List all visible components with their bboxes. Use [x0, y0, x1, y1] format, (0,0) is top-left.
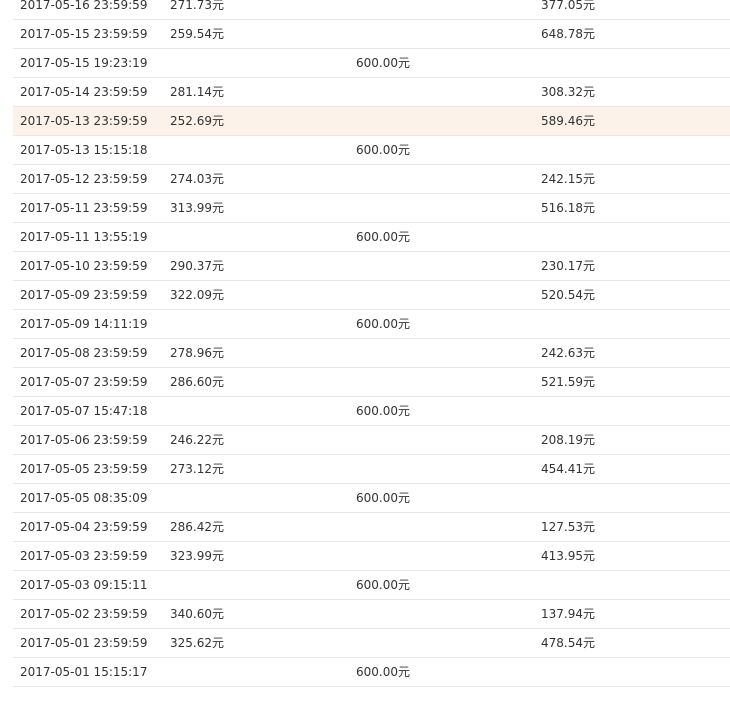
- amount-b-cell: 600.00元: [356, 143, 410, 157]
- amount-a-cell: 290.37元: [170, 259, 224, 273]
- table-row: 2017-05-15 23:59:59 259.54元 648.78元: [13, 20, 730, 49]
- time-cell: 2017-05-13 23:59:59: [20, 114, 148, 128]
- time-cell: 2017-05-15 19:23:19: [20, 56, 148, 70]
- time-cell: 2017-05-12 23:59:59: [20, 172, 148, 186]
- amount-a-cell: 322.09元: [170, 288, 224, 302]
- table-row: 2017-05-13 15:15:18 600.00元: [13, 136, 730, 165]
- amount-a-cell: 252.69元: [170, 114, 224, 128]
- time-cell: 2017-05-07 15:47:18: [20, 404, 148, 418]
- amount-c-cell: 516.18元: [541, 201, 595, 215]
- amount-a-cell: 281.14元: [170, 85, 224, 99]
- amount-c-cell: 308.32元: [541, 85, 595, 99]
- amount-c-cell: 478.54元: [541, 636, 595, 650]
- amount-b-cell: 600.00元: [356, 56, 410, 70]
- table-row: 2017-05-01 15:15:17 600.00元: [13, 658, 730, 687]
- time-cell: 2017-05-05 08:35:09: [20, 491, 148, 505]
- amount-a-cell: 259.54元: [170, 27, 224, 41]
- time-cell: 2017-05-15 23:59:59: [20, 27, 148, 41]
- table-row-hovered: 2017-05-13 23:59:59 252.69元 589.46元: [13, 107, 730, 136]
- time-cell: 2017-05-05 23:59:59: [20, 462, 148, 476]
- time-cell: 2017-05-01 23:59:59: [20, 636, 148, 650]
- amount-b-cell: 600.00元: [356, 665, 410, 679]
- time-cell: 2017-05-07 23:59:59: [20, 375, 148, 389]
- table-row: 2017-05-01 23:59:59 325.62元 478.54元: [13, 629, 730, 658]
- amount-a-cell: 274.03元: [170, 172, 224, 186]
- amount-c-cell: 520.54元: [541, 288, 595, 302]
- table-row: 2017-05-16 23:59:59 271.73元 377.05元: [13, 0, 730, 20]
- table-row: 2017-05-14 23:59:59 281.14元 308.32元: [13, 78, 730, 107]
- amount-c-cell: 208.19元: [541, 433, 595, 447]
- table-row: 2017-05-11 13:55:19 600.00元: [13, 223, 730, 252]
- amount-a-cell: 286.42元: [170, 520, 224, 534]
- amount-b-cell: 600.00元: [356, 317, 410, 331]
- amount-c-cell: 589.46元: [541, 114, 595, 128]
- amount-b-cell: 600.00元: [356, 230, 410, 244]
- amount-c-cell: 648.78元: [541, 27, 595, 41]
- table-row: 2017-05-10 23:59:59 290.37元 230.17元: [13, 252, 730, 281]
- amount-c-cell: 127.53元: [541, 520, 595, 534]
- amount-a-cell: 278.96元: [170, 346, 224, 360]
- table-row: 2017-05-02 23:59:59 340.60元 137.94元: [13, 600, 730, 629]
- table-row: 2017-05-09 23:59:59 322.09元 520.54元: [13, 281, 730, 310]
- table-row: 2017-05-09 14:11:19 600.00元: [13, 310, 730, 339]
- time-cell: 2017-05-10 23:59:59: [20, 259, 148, 273]
- table-row: 2017-05-07 15:47:18 600.00元: [13, 397, 730, 426]
- time-cell: 2017-05-09 14:11:19: [20, 317, 148, 331]
- amount-a-cell: 313.99元: [170, 201, 224, 215]
- table-row: 2017-05-05 23:59:59 273.12元 454.41元: [13, 455, 730, 484]
- time-cell: 2017-05-09 23:59:59: [20, 288, 148, 302]
- time-cell: 2017-05-11 13:55:19: [20, 230, 148, 244]
- time-cell: 2017-05-13 15:15:18: [20, 143, 148, 157]
- table-row: 2017-05-05 08:35:09 600.00元: [13, 484, 730, 513]
- amount-c-cell: 242.15元: [541, 172, 595, 186]
- amount-c-cell: 413.95元: [541, 549, 595, 563]
- time-cell: 2017-05-08 23:59:59: [20, 346, 148, 360]
- table-row: 2017-05-07 23:59:59 286.60元 521.59元: [13, 368, 730, 397]
- time-cell: 2017-05-11 23:59:59: [20, 201, 148, 215]
- time-cell: 2017-05-04 23:59:59: [20, 520, 148, 534]
- records-table: 2017-05-16 23:59:59 271.73元 377.05元 2017…: [13, 0, 730, 687]
- amount-a-cell: 323.99元: [170, 549, 224, 563]
- time-cell: 2017-05-06 23:59:59: [20, 433, 148, 447]
- table-row: 2017-05-06 23:59:59 246.22元 208.19元: [13, 426, 730, 455]
- amount-a-cell: 273.12元: [170, 462, 224, 476]
- time-cell: 2017-05-03 23:59:59: [20, 549, 148, 563]
- amount-c-cell: 242.63元: [541, 346, 595, 360]
- amount-a-cell: 271.73元: [170, 0, 224, 12]
- amount-b-cell: 600.00元: [356, 578, 410, 592]
- amount-a-cell: 325.62元: [170, 636, 224, 650]
- time-cell: 2017-05-02 23:59:59: [20, 607, 148, 621]
- amount-c-cell: 137.94元: [541, 607, 595, 621]
- table-row: 2017-05-04 23:59:59 286.42元 127.53元: [13, 513, 730, 542]
- amount-c-cell: 454.41元: [541, 462, 595, 476]
- table-row: 2017-05-11 23:59:59 313.99元 516.18元: [13, 194, 730, 223]
- table-row: 2017-05-12 23:59:59 274.03元 242.15元: [13, 165, 730, 194]
- time-cell: 2017-05-03 09:15:11: [20, 578, 148, 592]
- amount-b-cell: 600.00元: [356, 404, 410, 418]
- amount-a-cell: 340.60元: [170, 607, 224, 621]
- amount-c-cell: 521.59元: [541, 375, 595, 389]
- table-row: 2017-05-15 19:23:19 600.00元: [13, 49, 730, 78]
- amount-a-cell: 286.60元: [170, 375, 224, 389]
- amount-a-cell: 246.22元: [170, 433, 224, 447]
- table-row: 2017-05-03 09:15:11 600.00元: [13, 571, 730, 600]
- table-row: 2017-05-03 23:59:59 323.99元 413.95元: [13, 542, 730, 571]
- time-cell: 2017-05-14 23:59:59: [20, 85, 148, 99]
- amount-c-cell: 377.05元: [541, 0, 595, 12]
- time-cell: 2017-05-16 23:59:59: [20, 0, 148, 12]
- amount-c-cell: 230.17元: [541, 259, 595, 273]
- table-row: 2017-05-08 23:59:59 278.96元 242.63元: [13, 339, 730, 368]
- amount-b-cell: 600.00元: [356, 491, 410, 505]
- time-cell: 2017-05-01 15:15:17: [20, 665, 148, 679]
